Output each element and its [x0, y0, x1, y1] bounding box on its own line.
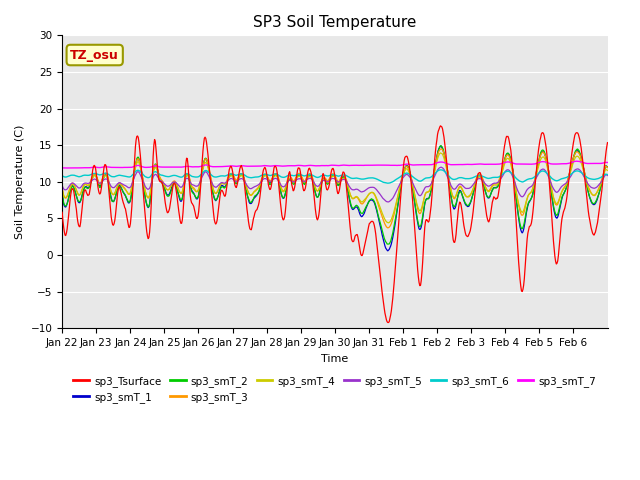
sp3_smT_3: [250, 190, 257, 196]
sp3_smT_7: [422, 162, 430, 168]
sp3_smT_1: [58, 191, 66, 197]
sp3_smT_7: [223, 164, 231, 169]
sp3_smT_3: [122, 188, 130, 193]
sp3_Tsurface: [270, 165, 278, 171]
sp3_smT_6: [383, 180, 391, 186]
sp3_smT_4: [250, 190, 257, 195]
sp3_smT_3: [422, 190, 430, 195]
sp3_smT_4: [122, 188, 130, 193]
sp3_smT_5: [437, 164, 445, 170]
Line: sp3_smT_5: sp3_smT_5: [62, 167, 607, 202]
sp3_smT_1: [250, 196, 257, 202]
sp3_smT_2: [422, 197, 430, 203]
sp3_smT_2: [270, 173, 278, 179]
Line: sp3_smT_2: sp3_smT_2: [62, 146, 607, 244]
sp3_smT_4: [223, 180, 230, 185]
sp3_smT_4: [58, 186, 66, 192]
sp3_smT_2: [604, 164, 611, 170]
sp3_Tsurface: [58, 209, 66, 215]
sp3_smT_2: [392, 215, 399, 221]
sp3_smT_6: [250, 174, 257, 180]
sp3_smT_2: [122, 194, 130, 200]
sp3_smT_2: [384, 241, 392, 247]
sp3_smT_5: [58, 183, 66, 189]
sp3_smT_1: [392, 218, 399, 224]
sp3_smT_6: [436, 167, 444, 173]
sp3_smT_2: [58, 191, 66, 196]
sp3_smT_2: [437, 143, 445, 149]
sp3_Tsurface: [436, 123, 444, 129]
sp3_smT_7: [574, 158, 582, 164]
sp3_smT_6: [122, 174, 130, 180]
sp3_smT_6: [58, 173, 66, 179]
sp3_smT_7: [123, 165, 131, 170]
Line: sp3_Tsurface: sp3_Tsurface: [62, 126, 607, 323]
sp3_Tsurface: [250, 216, 257, 222]
Line: sp3_smT_4: sp3_smT_4: [62, 153, 607, 223]
sp3_smT_1: [604, 164, 611, 170]
sp3_smT_6: [604, 172, 611, 178]
sp3_smT_1: [122, 195, 130, 201]
sp3_smT_5: [250, 184, 257, 190]
sp3_smT_4: [270, 174, 278, 180]
Line: sp3_smT_6: sp3_smT_6: [62, 170, 607, 183]
sp3_smT_5: [122, 183, 130, 189]
sp3_smT_4: [436, 150, 444, 156]
sp3_smT_1: [436, 143, 444, 149]
sp3_smT_5: [385, 199, 392, 205]
sp3_smT_3: [270, 172, 278, 178]
sp3_smT_7: [250, 163, 258, 169]
sp3_smT_3: [392, 204, 399, 210]
Line: sp3_smT_7: sp3_smT_7: [62, 161, 607, 168]
sp3_smT_1: [422, 196, 430, 202]
sp3_smT_7: [271, 163, 278, 168]
sp3_smT_4: [422, 190, 430, 196]
sp3_smT_3: [223, 179, 230, 185]
sp3_smT_5: [604, 173, 611, 179]
sp3_Tsurface: [422, 216, 430, 222]
sp3_smT_1: [270, 172, 278, 178]
sp3_smT_2: [250, 196, 257, 202]
sp3_smT_3: [604, 165, 611, 170]
Line: sp3_smT_1: sp3_smT_1: [62, 146, 607, 251]
sp3_Tsurface: [604, 140, 611, 145]
sp3_smT_6: [392, 177, 399, 182]
sp3_smT_7: [58, 165, 66, 171]
Legend: sp3_Tsurface, sp3_smT_1, sp3_smT_2, sp3_smT_3, sp3_smT_4, sp3_smT_5, sp3_smT_6, : sp3_Tsurface, sp3_smT_1, sp3_smT_2, sp3_…: [69, 372, 600, 407]
Text: TZ_osu: TZ_osu: [70, 48, 119, 61]
sp3_smT_4: [392, 202, 399, 208]
sp3_smT_3: [384, 225, 392, 231]
sp3_smT_6: [270, 171, 278, 177]
sp3_smT_5: [392, 190, 399, 196]
sp3_smT_7: [604, 159, 611, 165]
sp3_Tsurface: [385, 320, 392, 325]
Line: sp3_smT_3: sp3_smT_3: [62, 149, 607, 228]
sp3_smT_1: [223, 181, 230, 187]
Y-axis label: Soil Temperature (C): Soil Temperature (C): [15, 125, 25, 239]
sp3_smT_1: [384, 248, 392, 254]
Title: SP3 Soil Temperature: SP3 Soil Temperature: [253, 15, 417, 30]
sp3_smT_3: [437, 146, 445, 152]
sp3_smT_7: [392, 162, 399, 168]
sp3_smT_6: [422, 175, 430, 181]
X-axis label: Time: Time: [321, 354, 348, 364]
sp3_smT_6: [223, 173, 230, 179]
sp3_Tsurface: [392, 261, 399, 267]
sp3_smT_2: [223, 182, 230, 188]
sp3_smT_5: [270, 176, 278, 181]
sp3_smT_5: [223, 179, 230, 185]
sp3_Tsurface: [223, 187, 230, 192]
sp3_smT_7: [63, 165, 71, 171]
sp3_smT_3: [58, 185, 66, 191]
sp3_Tsurface: [122, 210, 130, 216]
sp3_smT_4: [385, 220, 392, 226]
sp3_smT_5: [422, 184, 430, 190]
sp3_smT_4: [604, 168, 611, 173]
